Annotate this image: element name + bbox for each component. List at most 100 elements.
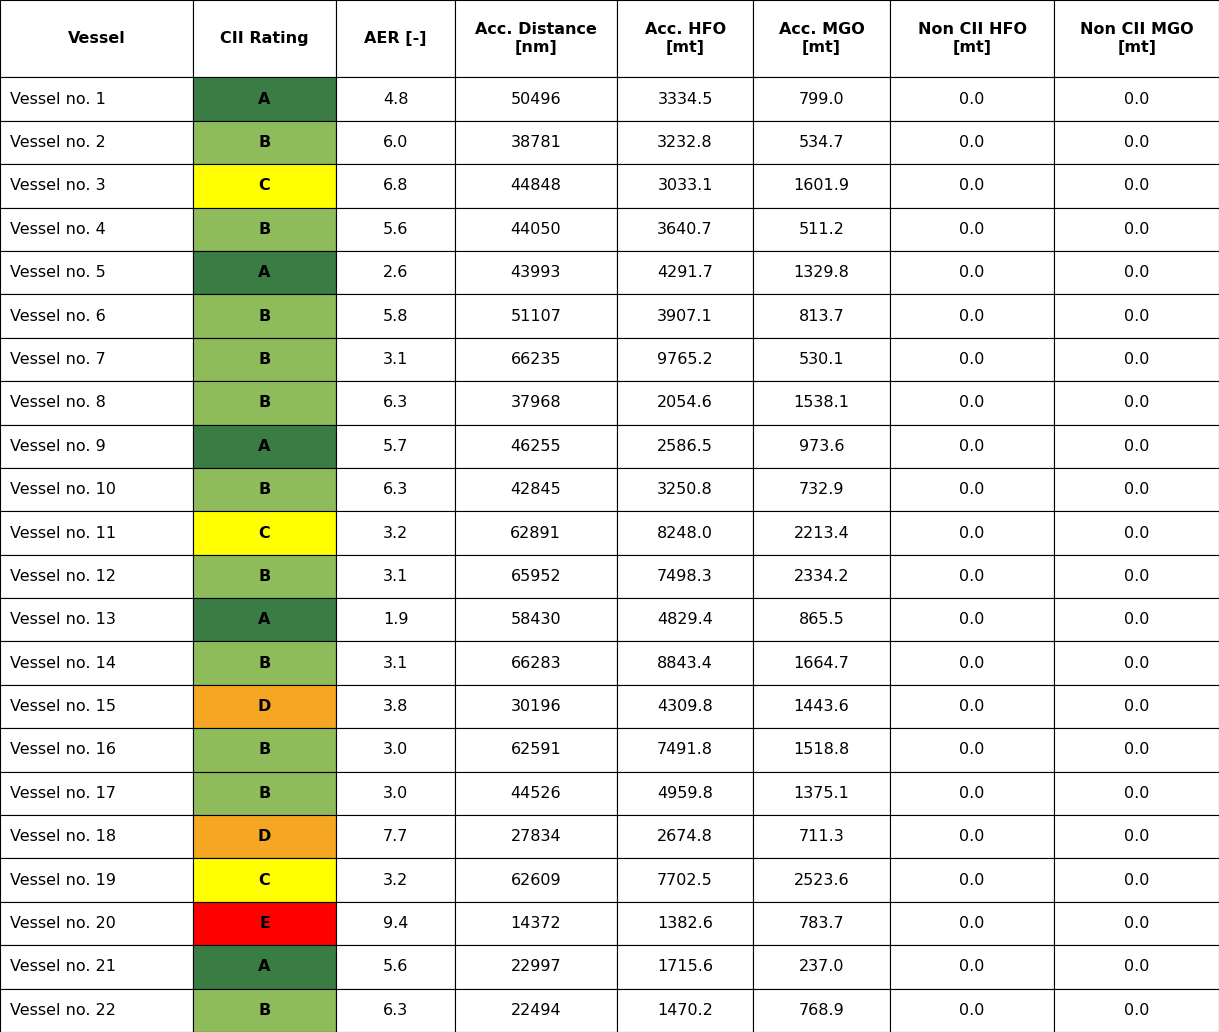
Bar — [617, 381, 753, 424]
Text: 4291.7: 4291.7 — [657, 265, 713, 280]
Bar — [0, 207, 193, 251]
Bar — [455, 642, 617, 685]
Text: Vessel no. 22: Vessel no. 22 — [10, 1003, 116, 1018]
Bar — [193, 511, 336, 555]
Text: 0.0: 0.0 — [1124, 785, 1150, 801]
Bar — [617, 251, 753, 294]
Text: 5.6: 5.6 — [383, 222, 408, 236]
Bar — [0, 467, 193, 511]
Text: 783.7: 783.7 — [798, 916, 845, 931]
Text: 3.2: 3.2 — [383, 525, 408, 541]
Bar — [1054, 729, 1219, 772]
Text: 0.0: 0.0 — [959, 222, 985, 236]
Bar — [890, 424, 1054, 467]
Bar — [1054, 902, 1219, 945]
Text: 3.1: 3.1 — [383, 569, 408, 584]
Bar — [617, 511, 753, 555]
Bar — [753, 294, 890, 337]
Bar — [617, 945, 753, 989]
Text: Vessel no. 2: Vessel no. 2 — [10, 135, 106, 150]
Bar — [336, 207, 455, 251]
Bar — [455, 989, 617, 1032]
Bar — [617, 554, 753, 599]
Text: 0.0: 0.0 — [1124, 569, 1150, 584]
Bar — [1054, 554, 1219, 599]
Bar — [0, 599, 193, 642]
Bar — [617, 989, 753, 1032]
Text: 3.8: 3.8 — [383, 699, 408, 714]
Bar — [617, 772, 753, 815]
Text: 4959.8: 4959.8 — [657, 785, 713, 801]
Bar — [336, 945, 455, 989]
Text: 62891: 62891 — [511, 525, 561, 541]
Bar — [455, 121, 617, 164]
Text: B: B — [258, 785, 271, 801]
Bar — [890, 467, 1054, 511]
Bar — [890, 511, 1054, 555]
Bar — [455, 251, 617, 294]
Text: 1329.8: 1329.8 — [794, 265, 850, 280]
Bar — [890, 772, 1054, 815]
Bar — [617, 642, 753, 685]
Bar — [0, 77, 193, 121]
Bar — [1054, 815, 1219, 859]
Bar — [890, 859, 1054, 902]
Text: 5.8: 5.8 — [383, 309, 408, 324]
Text: 0.0: 0.0 — [959, 1003, 985, 1018]
Bar — [753, 599, 890, 642]
Bar — [0, 0, 193, 77]
Bar — [336, 0, 455, 77]
Text: 3.2: 3.2 — [383, 873, 408, 888]
Text: 0.0: 0.0 — [1124, 135, 1150, 150]
Bar — [193, 0, 336, 77]
Text: Vessel: Vessel — [67, 31, 126, 46]
Text: Acc. Distance
[nm]: Acc. Distance [nm] — [475, 23, 596, 55]
Text: 3907.1: 3907.1 — [657, 309, 713, 324]
Bar — [0, 902, 193, 945]
Bar — [336, 772, 455, 815]
Text: B: B — [258, 135, 271, 150]
Text: 4829.4: 4829.4 — [657, 612, 713, 627]
Bar — [1054, 424, 1219, 467]
Text: 3033.1: 3033.1 — [657, 179, 713, 193]
Bar — [1054, 0, 1219, 77]
Text: 4.8: 4.8 — [383, 92, 408, 106]
Text: 0.0: 0.0 — [1124, 655, 1150, 671]
Bar — [193, 251, 336, 294]
Bar — [617, 815, 753, 859]
Bar — [193, 294, 336, 337]
Text: 0.0: 0.0 — [959, 92, 985, 106]
Bar — [617, 164, 753, 207]
Text: B: B — [258, 309, 271, 324]
Text: 9.4: 9.4 — [383, 916, 408, 931]
Text: 530.1: 530.1 — [798, 352, 845, 367]
Bar — [455, 294, 617, 337]
Text: 0.0: 0.0 — [1124, 960, 1150, 974]
Text: 0.0: 0.0 — [1124, 482, 1150, 497]
Bar — [617, 685, 753, 729]
Bar — [336, 642, 455, 685]
Text: 9765.2: 9765.2 — [657, 352, 713, 367]
Text: Vessel no. 19: Vessel no. 19 — [10, 873, 116, 888]
Bar — [753, 381, 890, 424]
Text: 6.3: 6.3 — [383, 395, 408, 411]
Text: 2674.8: 2674.8 — [657, 830, 713, 844]
Bar — [193, 859, 336, 902]
Bar — [0, 729, 193, 772]
Bar — [336, 511, 455, 555]
Text: 66235: 66235 — [511, 352, 561, 367]
Text: 38781: 38781 — [511, 135, 561, 150]
Text: 7498.3: 7498.3 — [657, 569, 713, 584]
Text: 0.0: 0.0 — [1124, 1003, 1150, 1018]
Bar — [1054, 945, 1219, 989]
Text: 237.0: 237.0 — [798, 960, 845, 974]
Bar — [753, 902, 890, 945]
Bar — [617, 337, 753, 381]
Text: 0.0: 0.0 — [959, 352, 985, 367]
Bar — [336, 859, 455, 902]
Bar — [455, 815, 617, 859]
Text: B: B — [258, 352, 271, 367]
Text: A: A — [258, 960, 271, 974]
Bar — [193, 989, 336, 1032]
Bar — [890, 0, 1054, 77]
